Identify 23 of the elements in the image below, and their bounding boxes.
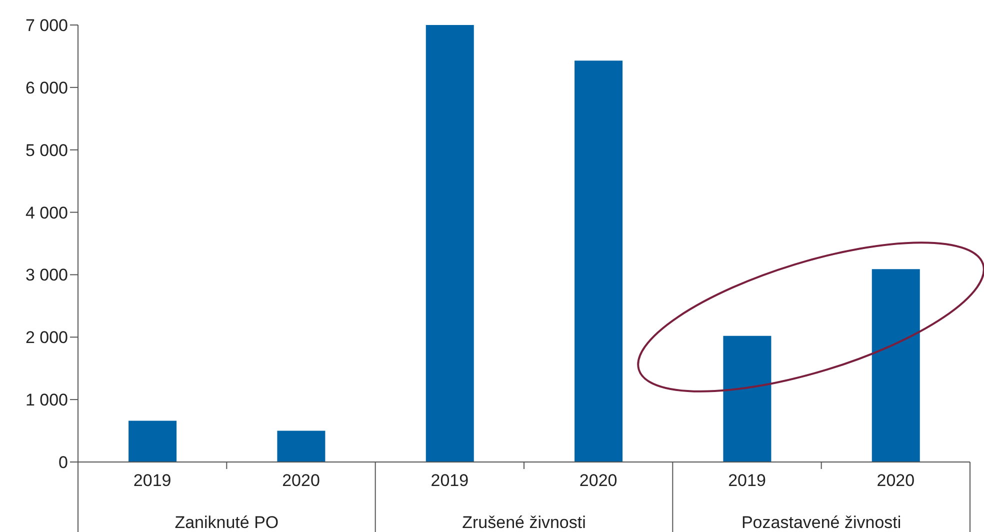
bar bbox=[574, 60, 623, 462]
y-tick-label: 2 000 bbox=[25, 328, 68, 348]
y-tick-label: 0 bbox=[58, 453, 68, 472]
y-tick-label: 5 000 bbox=[25, 140, 68, 160]
bar bbox=[872, 269, 920, 462]
y-tick-label: 3 000 bbox=[25, 266, 68, 285]
text: Zrušené živnosti bbox=[462, 513, 586, 532]
x-tick-label: 2020 bbox=[876, 471, 915, 490]
x-tick-label: 2019 bbox=[728, 471, 766, 490]
y-tick-label: 1 000 bbox=[25, 390, 68, 410]
bar bbox=[723, 336, 772, 462]
text: Pozastavené živnosti bbox=[741, 513, 902, 532]
x-tick-label: 2020 bbox=[579, 471, 618, 490]
x-tick-label: 2019 bbox=[133, 471, 172, 490]
x-tick-label: 2019 bbox=[430, 471, 469, 490]
y-tick-label: 6 000 bbox=[25, 78, 68, 98]
bar bbox=[426, 25, 474, 462]
bar bbox=[128, 420, 177, 462]
x-tick-label: 2020 bbox=[282, 471, 320, 490]
bar bbox=[277, 430, 326, 462]
y-tick-label: 4 000 bbox=[25, 203, 68, 222]
text: Zaniknuté PO bbox=[174, 513, 279, 532]
y-tick-label: 7 000 bbox=[25, 16, 68, 36]
